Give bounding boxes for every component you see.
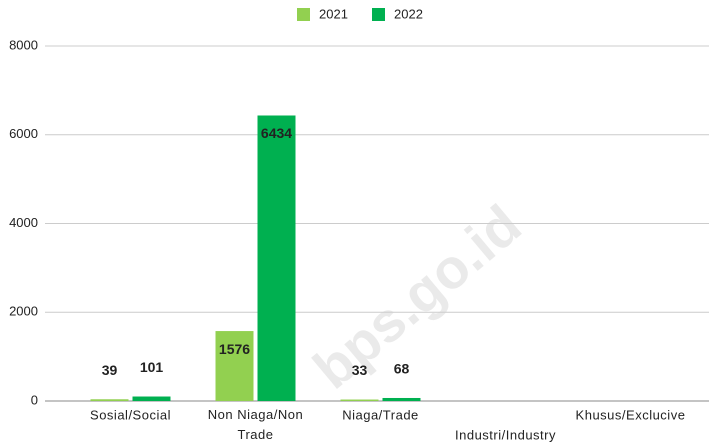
bar — [382, 397, 421, 401]
y-tick-label: 2000 — [9, 304, 38, 319]
legend-label: 2022 — [394, 6, 423, 21]
bar — [340, 399, 379, 401]
x-tick-label: Niaga/Trade — [342, 407, 419, 422]
value-label: 101 — [140, 359, 164, 375]
y-tick-label: 8000 — [9, 37, 38, 52]
y-tick-label: 0 — [31, 392, 38, 407]
value-label: 33 — [352, 362, 368, 378]
x-tick-label: Khusus/Exclucive — [576, 407, 686, 422]
bar — [257, 115, 296, 402]
x-tick-label: Sosial/Social — [90, 407, 171, 422]
value-label: 39 — [102, 362, 118, 378]
legend-label: 2021 — [319, 6, 348, 21]
legend-swatch — [372, 8, 385, 21]
y-tick-label: 6000 — [9, 126, 38, 141]
bar — [215, 331, 254, 401]
value-label: 1576 — [219, 341, 250, 357]
value-label: 68 — [394, 361, 410, 377]
x-tick-label: Non Niaga/Non Trade — [208, 407, 303, 442]
bar — [132, 396, 171, 401]
bar — [90, 399, 129, 401]
y-tick-label: 4000 — [9, 215, 38, 230]
x-tick-label: Industri/Industry — [455, 427, 556, 442]
legend-swatch — [297, 8, 310, 21]
value-label: 6434 — [261, 125, 292, 141]
